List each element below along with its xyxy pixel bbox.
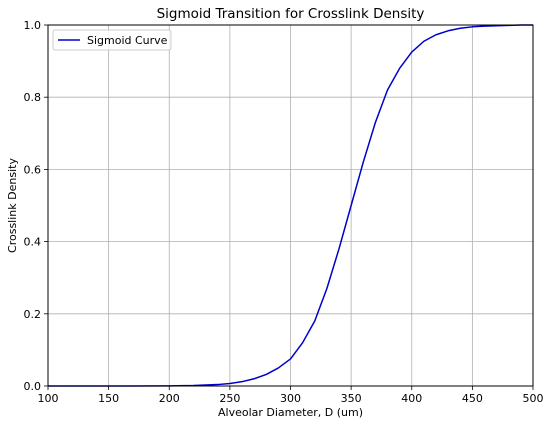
y-tick-label: 0.2 — [24, 308, 42, 321]
x-tick-label: 400 — [401, 392, 422, 405]
y-tick-label: 1.0 — [24, 19, 42, 32]
x-tick-label: 300 — [280, 392, 301, 405]
series-layer — [48, 24, 533, 387]
x-tick-label: 200 — [159, 392, 180, 405]
x-tick-label: 100 — [38, 392, 59, 405]
legend-box — [52, 29, 172, 51]
x-tick-label: 450 — [462, 392, 483, 405]
x-tick-label: 500 — [523, 392, 544, 405]
x-axis-title: Alveolar Diameter, D (um) — [218, 406, 363, 419]
y-axis-title: Crosslink Density — [6, 158, 19, 253]
y-tick-label: 0.4 — [24, 236, 42, 249]
x-tick-label: 150 — [98, 392, 119, 405]
ticks-layer: 100 150 200 250 300 350 400 450 500 0.0 0.2 0.4 0.6 0… — [24, 19, 544, 405]
grid-layer — [47, 24, 534, 387]
y-tick-label: 0.0 — [24, 380, 42, 393]
x-tick-label: 350 — [341, 392, 362, 405]
legend: Sigmoid Curve — [52, 29, 172, 51]
series-line-sigmoid-curve — [48, 24, 533, 387]
y-tick-label: 0.8 — [24, 91, 42, 104]
chart-title: Sigmoid Transition for Crosslink Density — [157, 6, 425, 22]
y-tick-label: 0.6 — [24, 163, 42, 176]
x-tick-label: 250 — [219, 392, 240, 405]
legend-label-sigmoid-curve: Sigmoid Curve — [87, 34, 168, 47]
